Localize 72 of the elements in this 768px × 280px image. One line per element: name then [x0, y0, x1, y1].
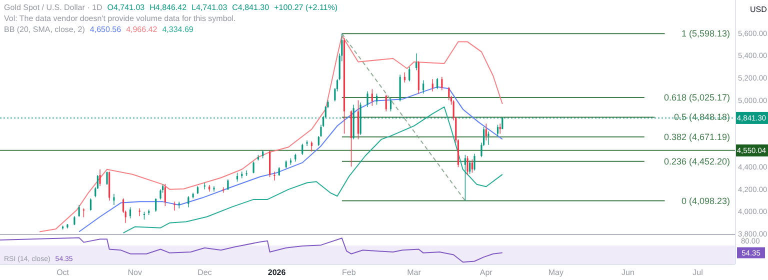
candlestick — [399, 74, 401, 102]
line-series — [78, 86, 503, 232]
annotation: O4,741.03 — [107, 3, 146, 12]
annotation: Vol: The data vendor doesn't provide volume data for this symbol. — [4, 14, 236, 23]
annotation: C4,841.30 — [232, 3, 270, 12]
candlestick — [155, 198, 157, 212]
x-tick-label: Nov — [128, 268, 142, 277]
candlestick — [274, 172, 276, 181]
candlestick — [285, 160, 287, 168]
annotation: H4,846.42 — [150, 3, 188, 12]
x-tick-label: Dec — [198, 268, 212, 277]
x-tick-label: Oct — [56, 268, 70, 277]
candlestick — [306, 140, 308, 146]
candlestick — [178, 202, 180, 208]
candlestick — [66, 224, 68, 228]
ref-line-label: 0.5 (4,848.18) — [674, 112, 730, 122]
candlestick — [366, 91, 368, 107]
candlestick — [441, 76, 443, 90]
candlestick — [278, 167, 280, 176]
candlestick — [269, 150, 271, 178]
x-tick-label: 2026 — [268, 268, 286, 277]
candlestick — [188, 196, 190, 208]
annotation: L4,741.03 — [192, 3, 228, 12]
candlestick — [227, 179, 229, 190]
candlestick — [108, 172, 110, 201]
line-series — [39, 35, 503, 232]
candlestick — [74, 216, 76, 226]
candlestick — [418, 61, 420, 94]
annotation: 4,650.56 — [90, 25, 122, 34]
candlestick — [62, 226, 64, 230]
candlestick — [488, 131, 490, 145]
chart-title: Gold Spot / U.S. Dollar · 1D — [4, 3, 102, 12]
candlestick — [138, 208, 140, 216]
ref-line-label: 0.618 (5,025.17) — [664, 92, 730, 102]
annotation: 4,966.42 — [126, 25, 158, 34]
x-tick-label: Jul — [692, 268, 704, 277]
text: USD — [750, 5, 768, 14]
ref-line-label: 0.236 (4,452.20) — [664, 156, 730, 166]
annotation: +100.27 (+2.11%) — [274, 3, 338, 12]
candlestick — [246, 170, 248, 176]
candlestick — [302, 144, 304, 155]
line-series — [122, 106, 503, 234]
candlestick — [343, 38, 346, 134]
candlestick — [90, 198, 92, 211]
candlestick — [106, 172, 108, 185]
x-tick-label: Apr — [480, 268, 493, 277]
candlestick — [499, 124, 501, 134]
candlestick — [448, 86, 450, 100]
candlestick — [213, 186, 215, 192]
ref-line-label: 1 (5,598.13) — [681, 28, 730, 39]
candlestick — [78, 205, 80, 217]
candlestick — [466, 156, 468, 175]
candlestick — [196, 186, 199, 194]
x-tick-label: Jun — [622, 268, 634, 277]
candlestick — [174, 202, 176, 211]
x-tick-label: Mar — [407, 268, 422, 277]
candlestick — [113, 194, 115, 206]
x-tick-label: Feb — [342, 268, 356, 277]
candlestick — [192, 192, 194, 198]
ref-line-label: 0 (4,098.23) — [681, 196, 730, 206]
candlestick — [436, 78, 438, 90]
line-series — [0, 237, 503, 263]
annotation: BB (20, SMA, close, 2) — [4, 25, 86, 34]
annotation: 4,334.69 — [162, 25, 194, 34]
ref-line-label: 0.382 (4,671.19) — [664, 132, 730, 142]
candlestick — [408, 66, 410, 82]
x-tick-label: May — [548, 268, 564, 277]
candlestick — [252, 162, 254, 174]
candlestick — [469, 160, 471, 174]
candlestick — [474, 154, 476, 170]
candlestick — [99, 169, 101, 186]
candlestick — [385, 94, 387, 112]
